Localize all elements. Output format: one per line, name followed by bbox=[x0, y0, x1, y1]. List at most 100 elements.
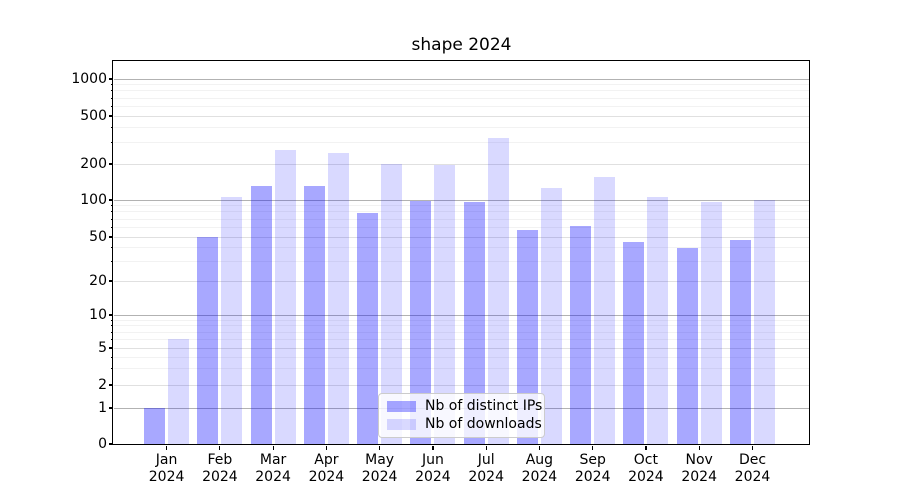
y-minor-tick-mark bbox=[110, 105, 113, 107]
gridline-major bbox=[114, 314, 809, 316]
y-tick-mark bbox=[108, 314, 113, 316]
y-minor-tick-mark bbox=[110, 226, 113, 228]
y-minor-tick-mark bbox=[110, 97, 113, 99]
bar-downloads-jan bbox=[168, 339, 190, 445]
bar-downloads-aug bbox=[540, 187, 562, 445]
gridline-minor bbox=[114, 319, 809, 321]
gridline-minor bbox=[114, 356, 809, 358]
x-tick-label-month: Dec bbox=[738, 452, 767, 468]
x-tick-label-month: Apr bbox=[314, 452, 339, 468]
legend-label-downloads: Nb of downloads bbox=[425, 416, 542, 432]
bar-distinct-ips-aug bbox=[516, 230, 538, 445]
x-tick-mark bbox=[698, 445, 700, 450]
bar-downloads-jun bbox=[434, 165, 456, 445]
bar-downloads-sep bbox=[594, 176, 616, 445]
x-tick-label-month: Jul bbox=[477, 452, 495, 468]
x-tick-label-year: 2024 bbox=[415, 469, 451, 485]
bar-downloads-feb bbox=[221, 197, 243, 445]
y-minor-tick-mark bbox=[110, 247, 113, 249]
y-minor-tick-mark bbox=[110, 338, 113, 340]
x-tick-mark bbox=[592, 445, 594, 450]
bar-downloads-dec bbox=[754, 200, 775, 445]
gridline-minor bbox=[114, 211, 809, 213]
y-tick-label: 500 bbox=[80, 108, 107, 124]
x-tick-label-month: Feb bbox=[207, 452, 233, 468]
x-tick-label-month: May bbox=[365, 452, 395, 468]
x-tick-mark bbox=[379, 445, 381, 450]
y-tick-label: 0 bbox=[98, 436, 107, 452]
x-tick-label-year: 2024 bbox=[361, 469, 398, 485]
bar-distinct-ips-jul bbox=[463, 201, 485, 445]
x-tick-label-month: Sep bbox=[579, 452, 606, 468]
y-tick-label: 10 bbox=[89, 307, 107, 323]
x-tick-label-year: 2024 bbox=[468, 469, 504, 485]
x-tick-label-month: Jun bbox=[421, 452, 444, 468]
x-tick-mark bbox=[272, 445, 274, 450]
bar-distinct-ips-dec bbox=[730, 240, 751, 445]
y-minor-tick-mark bbox=[110, 205, 113, 207]
gridline-minor bbox=[114, 325, 809, 327]
gridline-minor bbox=[114, 127, 809, 129]
x-tick-label-year: 2024 bbox=[628, 469, 664, 485]
y-tick-label: 1 bbox=[98, 400, 107, 416]
y-tick-label: 100 bbox=[80, 192, 107, 208]
y-minor-tick-mark bbox=[110, 218, 113, 220]
x-tick-label-year: 2024 bbox=[202, 469, 238, 485]
bar-distinct-ips-oct bbox=[623, 242, 645, 445]
bar-distinct-ips-sep bbox=[570, 225, 592, 445]
x-tick-label-year: 2024 bbox=[255, 469, 291, 485]
gridline-minor bbox=[114, 261, 809, 262]
y-tick-mark bbox=[108, 443, 113, 445]
y-minor-tick-mark bbox=[110, 211, 113, 213]
gridline bbox=[114, 163, 809, 165]
y-tick-label: 1000 bbox=[71, 71, 107, 87]
gridline bbox=[114, 347, 809, 349]
x-tick-mark bbox=[485, 445, 487, 450]
x-tick-label-month: Aug bbox=[525, 452, 554, 468]
bar-distinct-ips-mar bbox=[250, 186, 272, 445]
axes-frame bbox=[112, 60, 810, 445]
x-tick-label-year: 2024 bbox=[148, 469, 185, 485]
x-tick-mark bbox=[219, 445, 221, 450]
y-minor-tick-mark bbox=[110, 261, 113, 262]
y-minor-tick-mark bbox=[110, 280, 113, 282]
gridline-minor bbox=[114, 218, 809, 220]
y-minor-tick-mark bbox=[110, 347, 113, 349]
legend: Nb of distinct IPs Nb of downloads bbox=[378, 393, 545, 438]
y-minor-tick-mark bbox=[110, 319, 113, 321]
legend-label-distinct-ips: Nb of distinct IPs bbox=[425, 398, 543, 414]
gridline-minor bbox=[114, 105, 809, 107]
gridline-minor bbox=[114, 142, 809, 144]
y-tick-mark bbox=[108, 199, 113, 201]
y-tick-mark bbox=[108, 78, 113, 80]
y-minor-tick-mark bbox=[110, 90, 113, 92]
gridline-minor bbox=[114, 84, 809, 86]
x-tick-label-month: Mar bbox=[259, 452, 287, 468]
bar-distinct-ips-may bbox=[357, 212, 379, 445]
gridline-minor bbox=[114, 247, 809, 249]
legend-swatch-distinct-ips bbox=[387, 401, 416, 412]
gridline-minor bbox=[114, 338, 809, 340]
bar-distinct-ips-apr bbox=[303, 186, 325, 445]
x-tick-label-year: 2024 bbox=[681, 469, 717, 485]
gridline-minor bbox=[114, 331, 809, 333]
gridline-minor bbox=[114, 368, 809, 370]
x-tick-label-month: Oct bbox=[633, 452, 658, 468]
legend-item-downloads: Nb of downloads bbox=[387, 417, 542, 432]
y-tick-label: 5 bbox=[98, 340, 107, 356]
x-tick-mark bbox=[645, 445, 647, 450]
bar-downloads-nov bbox=[700, 202, 722, 445]
y-minor-tick-mark bbox=[110, 163, 113, 165]
bar-distinct-ips-feb bbox=[197, 237, 219, 445]
y-minor-tick-mark bbox=[110, 127, 113, 129]
x-tick-mark bbox=[325, 445, 327, 450]
bar-distinct-ips-jun bbox=[410, 201, 432, 445]
bar-downloads-oct bbox=[647, 196, 669, 445]
bar-downloads-may bbox=[381, 163, 403, 445]
bar-downloads-jul bbox=[487, 137, 509, 445]
y-minor-tick-mark bbox=[110, 356, 113, 358]
x-tick-label-month: Jan bbox=[155, 452, 178, 468]
gridline bbox=[114, 280, 809, 282]
legend-item-distinct-ips: Nb of distinct IPs bbox=[387, 399, 542, 414]
